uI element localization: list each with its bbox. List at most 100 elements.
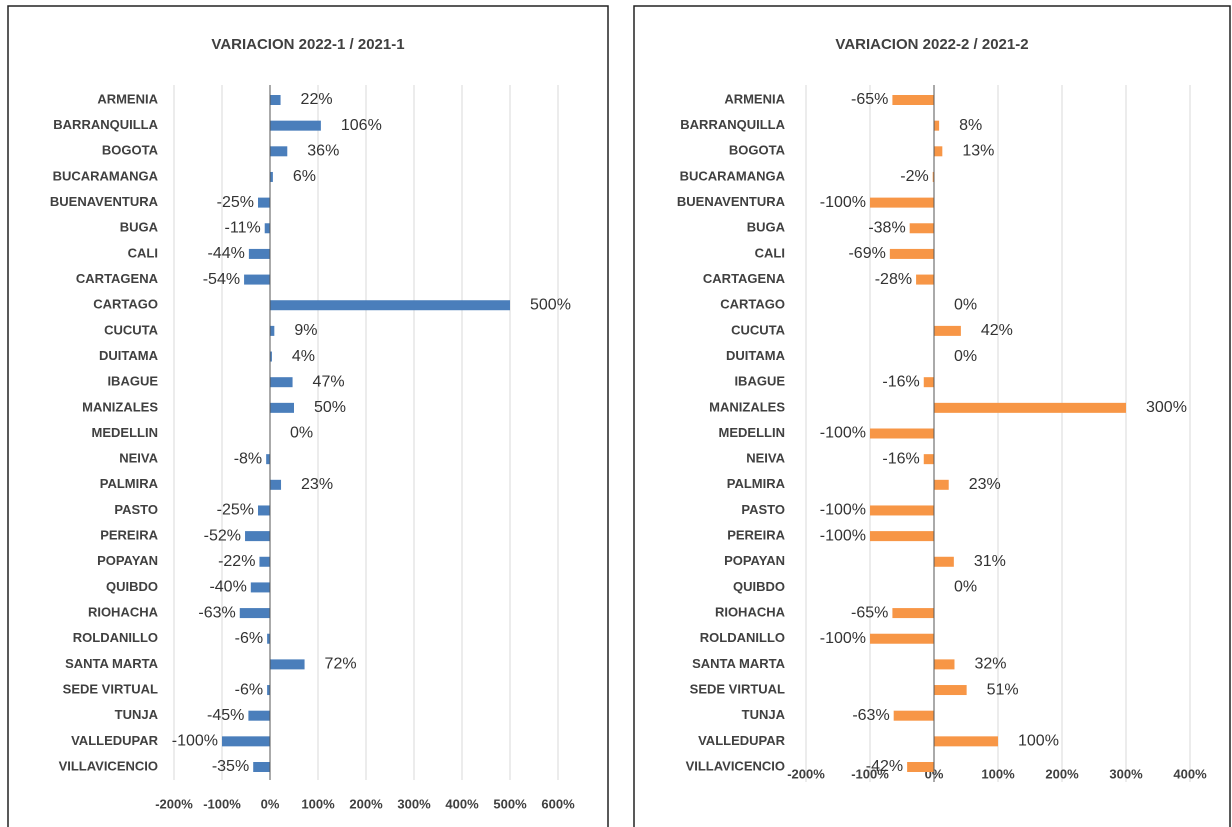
bar [934,146,943,157]
category-label: PASTO [741,502,785,517]
bar [239,608,270,619]
bar [934,556,954,567]
bar [248,248,270,259]
value-label: -25% [217,502,254,519]
bar [870,633,934,644]
value-label: -63% [852,707,889,724]
bar [270,402,294,413]
bar [907,762,934,772]
bar [270,377,293,388]
category-label: CALI [755,245,785,260]
bar [270,120,321,131]
value-label: 13% [962,143,994,160]
bar [258,197,270,208]
value-label: -65% [851,91,888,108]
value-label: 51% [987,681,1019,698]
panel-frame [633,5,1231,827]
x-tick-label: 100% [301,796,335,811]
bar [248,710,270,721]
bar [934,402,1126,413]
value-label: -6% [235,681,263,698]
bar [934,325,961,336]
x-tick-label: -100% [851,766,889,781]
category-label: DUITAMA [726,348,786,363]
value-label: 0% [954,348,977,365]
value-label: -35% [212,758,249,775]
category-label: NEIVA [746,451,785,466]
value-label: 36% [307,143,339,160]
bar [244,274,270,285]
value-label: -100% [172,733,218,750]
value-label: -22% [218,553,255,570]
x-tick-label: 300% [397,796,431,811]
x-tick-label: -200% [155,796,193,811]
category-label: VALLEDUPAR [71,733,159,748]
value-label: -54% [203,271,240,288]
value-label: 9% [294,322,317,339]
category-label: SEDE VIRTUAL [690,681,785,696]
category-label: BUCARAMANGA [680,168,786,183]
category-label: ROLDANILLO [73,630,158,645]
category-label: RIOHACHA [88,605,159,620]
bar [934,120,940,131]
x-tick-label: 200% [1045,766,1079,781]
x-tick-label: 0% [261,796,280,811]
value-label: -69% [848,245,885,262]
value-label: 300% [1146,399,1187,416]
category-label: ARMENIA [724,91,785,106]
bar [870,531,934,542]
category-label: BARRANQUILLA [53,117,158,132]
value-label: 23% [301,476,333,493]
bar [870,428,934,439]
bar [934,736,998,747]
value-label: 0% [954,579,977,596]
bar [245,531,270,542]
value-label: -100% [820,425,866,442]
value-label: -100% [820,630,866,647]
bar [270,479,282,490]
category-label: VILLAVICENCIO [59,758,158,773]
category-label: MANIZALES [82,399,158,414]
category-label: POPAYAN [724,553,785,568]
x-tick-label: -200% [787,766,825,781]
bar [870,197,934,208]
value-label: 6% [293,168,316,185]
value-label: -25% [217,194,254,211]
category-label: MEDELLIN [92,425,158,440]
value-label: -16% [882,373,919,390]
category-label: BOGOTA [729,143,786,158]
category-label: PEREIRA [100,528,158,543]
chart-title: VARIACION 2022-1 / 2021-1 [211,36,404,53]
category-label: VILLAVICENCIO [686,758,785,773]
bar [267,633,270,644]
value-label: -65% [851,604,888,621]
category-label: CALI [128,245,158,260]
bar [934,659,955,670]
value-label: -40% [209,579,246,596]
bar [934,479,949,490]
x-tick-label: 400% [1173,766,1207,781]
category-label: POPAYAN [97,553,158,568]
bar [258,505,270,516]
category-label: BARRANQUILLA [680,117,785,132]
bar [934,685,967,696]
value-label: -44% [208,245,245,262]
value-label: 22% [301,91,333,108]
value-label: 106% [341,117,382,134]
bar [270,171,273,182]
bar [267,685,270,696]
value-label: -100% [820,194,866,211]
bar [266,454,270,465]
value-label: -11% [225,219,261,236]
category-label: CARTAGENA [703,271,786,286]
bar [909,223,934,234]
category-label: BUENAVENTURA [677,194,786,209]
value-label: 31% [974,553,1006,570]
category-label: TUNJA [742,707,786,722]
x-tick-label: 500% [493,796,527,811]
category-label: RIOHACHA [715,605,786,620]
value-label: -2% [900,168,928,185]
bar [259,556,270,567]
category-label: VALLEDUPAR [698,733,786,748]
value-label: 72% [325,656,357,673]
